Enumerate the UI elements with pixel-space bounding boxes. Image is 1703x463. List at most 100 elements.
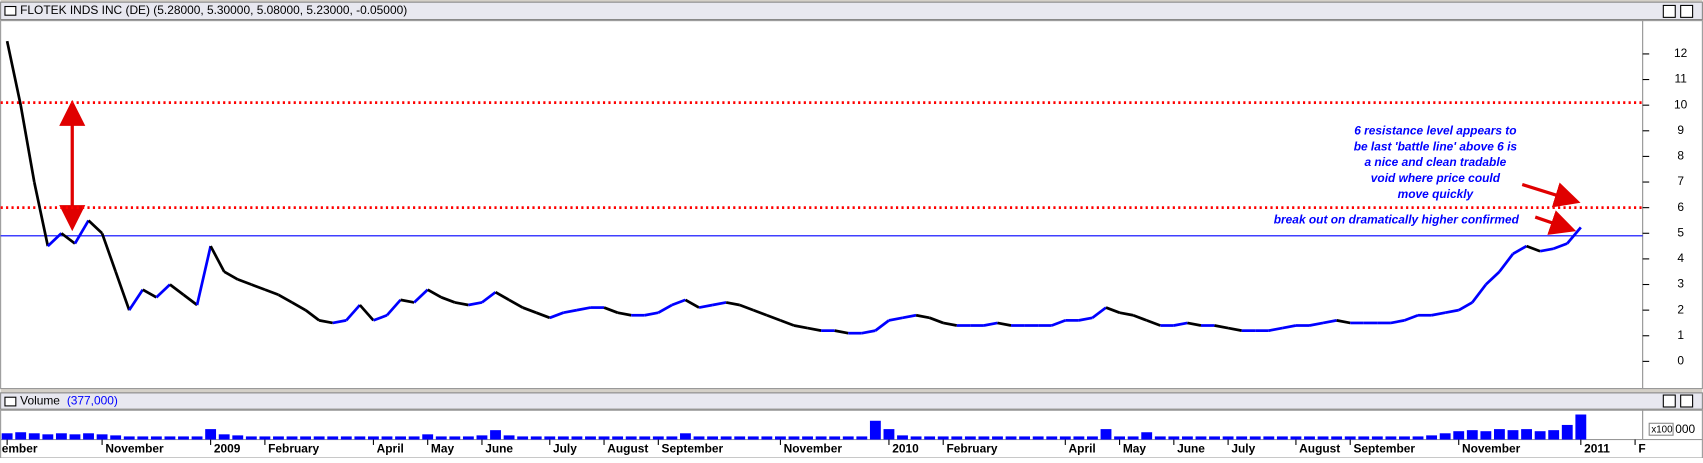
volume-bar (232, 435, 244, 440)
volume-bar (1195, 436, 1207, 440)
panel-icon (4, 396, 17, 407)
volume-bar (1222, 436, 1234, 440)
price-panel (0, 20, 1644, 390)
price-segment (983, 321, 998, 327)
volume-bar (1087, 436, 1098, 440)
price-segment (535, 311, 551, 320)
annotation: void where price could (1371, 171, 1501, 185)
volume-bar (381, 436, 393, 440)
price-segment (385, 298, 402, 317)
volume-bar (1276, 436, 1288, 440)
price-segment (1227, 326, 1242, 332)
price-segment (142, 288, 158, 299)
volume-bar (992, 436, 1003, 440)
volume-bar (856, 436, 868, 440)
volume-bar (1114, 436, 1125, 440)
price-segment (698, 303, 713, 309)
price-segment (1078, 316, 1093, 322)
price-segment (522, 306, 537, 314)
price-segment (332, 319, 347, 325)
price-axis (1642, 20, 1703, 390)
volume-bar (910, 436, 922, 440)
volume-bar (273, 436, 284, 440)
x-tick-label: 2011 (1584, 441, 1610, 455)
volume-bar (680, 433, 691, 440)
price-segment (73, 219, 90, 245)
price-segment (195, 245, 212, 306)
volume-bar (1263, 436, 1275, 440)
volume-bar (517, 436, 529, 440)
volume-bar (625, 436, 637, 440)
price-segment (671, 298, 686, 307)
x-tick-label: February (946, 441, 997, 455)
price-segment (440, 296, 456, 304)
y-tick-label: 11 (1674, 72, 1687, 86)
annotation: a nice and clean tradable (1364, 155, 1506, 169)
volume-bar (842, 436, 854, 440)
volume-bar (218, 434, 230, 440)
price-segment (250, 283, 266, 291)
price-segment (1484, 270, 1501, 286)
volume-bar (557, 436, 569, 440)
volume-bar (788, 436, 800, 440)
volume-bar (1439, 433, 1451, 440)
price-segment (1336, 319, 1351, 325)
price-segment (182, 293, 198, 307)
price-segment (1309, 321, 1324, 327)
volume-bar (150, 436, 162, 440)
volume-bar (422, 434, 434, 440)
annotation: break out on dramatically higher confirm… (1274, 212, 1520, 226)
annotation: move quickly (1398, 187, 1475, 201)
volume-bar (137, 436, 149, 440)
x-tick-label: F (1638, 441, 1645, 455)
x-tick-label: August (1299, 441, 1340, 455)
price-segment (1187, 321, 1202, 327)
volume-bar (1371, 436, 1383, 440)
price-segment (1444, 308, 1459, 315)
maximize-button[interactable] (1662, 4, 1676, 18)
y-tick-label: 10 (1674, 97, 1688, 111)
price-segment (169, 283, 185, 296)
x-tick-label: ember (2, 441, 38, 455)
price-segment (1431, 311, 1446, 317)
volume-bar (1141, 432, 1153, 440)
volume-bar (1494, 429, 1505, 440)
price-segment (915, 313, 930, 320)
price-segment (549, 311, 564, 320)
volume-value: (377,000) (67, 394, 118, 408)
price-segment (32, 181, 50, 247)
x-tick-label: June (485, 441, 513, 455)
volume-bar (1507, 430, 1519, 440)
y-tick-label: 0 (1677, 354, 1684, 368)
volume-bar (259, 436, 271, 440)
volume-bar (1181, 436, 1193, 440)
price-segment (1553, 242, 1568, 250)
price-segment (1268, 326, 1283, 332)
volume-bar (1317, 436, 1329, 440)
volume-bar (1059, 436, 1071, 440)
volume-bar (1249, 436, 1261, 440)
x-tick-label: 2010 (892, 441, 919, 455)
price-segment (712, 301, 727, 307)
volume-bar (761, 436, 773, 440)
x-tick-label: July (1231, 441, 1255, 455)
volume-title: Volume (20, 394, 60, 408)
volume-bar (897, 435, 908, 440)
close-button[interactable] (1680, 394, 1694, 408)
price-segment (779, 319, 795, 327)
x-tick-label: July (553, 441, 577, 455)
price-segment (114, 271, 131, 311)
price-segment (603, 306, 619, 314)
x-tick-label: May (1123, 441, 1147, 455)
volume-bar (286, 436, 298, 440)
maximize-button[interactable] (1662, 394, 1676, 408)
price-segment (563, 308, 578, 315)
volume-bar (1, 433, 13, 440)
price-segment (793, 324, 808, 330)
volume-bar (83, 433, 94, 440)
close-button[interactable] (1680, 4, 1694, 18)
scale-box (1648, 422, 1674, 436)
price-segment (494, 291, 510, 302)
volume-bar (734, 436, 746, 440)
price-segment (1390, 319, 1405, 325)
